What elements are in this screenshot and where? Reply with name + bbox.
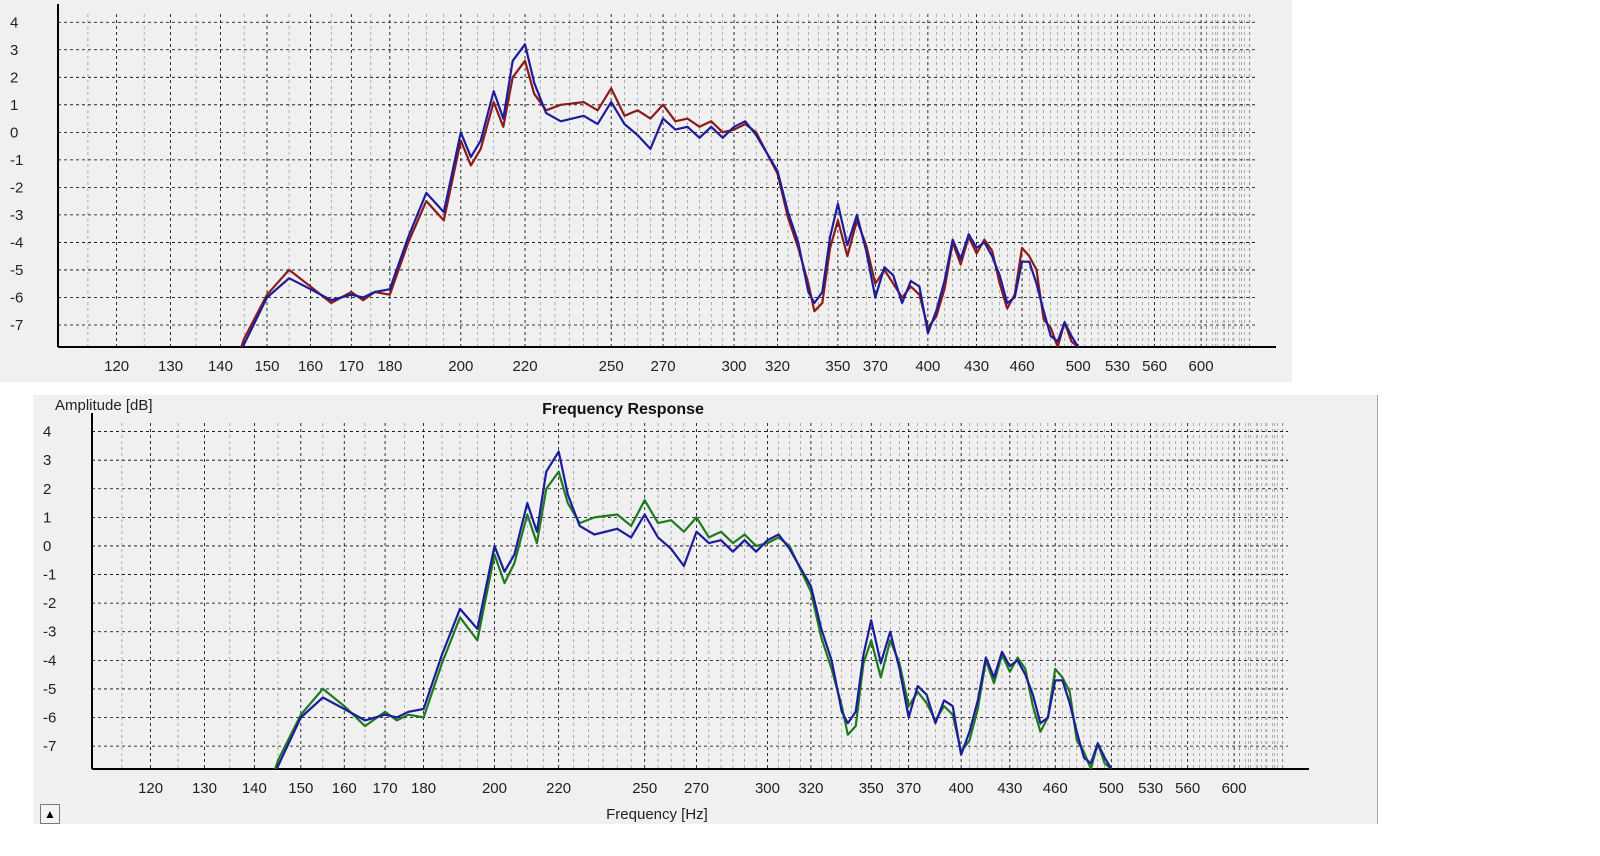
x-tick-label: 270 xyxy=(684,780,709,797)
y-tick-label: -4 xyxy=(43,652,56,669)
x-tick-label: 180 xyxy=(411,780,436,797)
x-tick-label: 270 xyxy=(651,358,676,375)
x-tick-label: 500 xyxy=(1099,780,1124,797)
y-tick-label: 2 xyxy=(10,69,18,86)
x-tick-label: 200 xyxy=(448,358,473,375)
x-tick-label: 460 xyxy=(1010,358,1035,375)
y-tick-label: -2 xyxy=(10,179,23,196)
x-tick-label: 400 xyxy=(949,780,974,797)
y-tick-label: -5 xyxy=(10,262,23,279)
y-tick-label: -7 xyxy=(43,738,56,755)
x-tick-label: 500 xyxy=(1066,358,1091,375)
scroll-up-button[interactable]: ▲ xyxy=(40,804,60,824)
y-tick-label: 3 xyxy=(43,452,51,469)
y-tick-label: 3 xyxy=(10,42,18,59)
x-tick-label: 250 xyxy=(599,358,624,375)
x-tick-label: 170 xyxy=(339,358,364,375)
x-tick-label: 150 xyxy=(288,780,313,797)
y-tick-label: -3 xyxy=(43,624,56,641)
chart-panel-bottom: 120 130 140 150 160 170 180 200 220 250 270 300 320 3… xyxy=(33,395,1378,824)
x-tick-label: 400 xyxy=(915,358,940,375)
chart-top: 120 130 140 150 160 170 180 200 220 250 270 300 320 3… xyxy=(10,4,1276,375)
grid xyxy=(92,423,1288,769)
y-tick-label: -4 xyxy=(10,234,23,251)
x-tick-label: 430 xyxy=(997,780,1022,797)
x-tick-label: 370 xyxy=(863,358,888,375)
x-tick-label: 220 xyxy=(513,358,538,375)
y-tick-label: 2 xyxy=(43,481,51,498)
chart-bottom: 120 130 140 150 160 170 180 200 220 250 270 300 320 3… xyxy=(43,397,1309,823)
y-tick-label: -5 xyxy=(43,681,56,698)
chart-title: Frequency Response xyxy=(542,401,704,418)
x-tick-label: 150 xyxy=(254,358,279,375)
x-tick-label: 120 xyxy=(138,780,163,797)
x-tick-label: 180 xyxy=(377,358,402,375)
y-tick-label: 4 xyxy=(10,14,18,31)
x-tick-label: 350 xyxy=(859,780,884,797)
x-tick-label: 170 xyxy=(373,780,398,797)
x-tick-label: 130 xyxy=(158,358,183,375)
x-tick-label: 560 xyxy=(1175,780,1200,797)
x-tick-label: 320 xyxy=(798,780,823,797)
chart-panel-top: 120 130 140 150 160 170 180 200 220 250 270 300 320 3… xyxy=(0,0,1292,382)
y-tick-label: -6 xyxy=(10,289,23,306)
y-tick-label: -1 xyxy=(43,567,56,584)
x-tick-label: 300 xyxy=(755,780,780,797)
x-tick-label: 300 xyxy=(722,358,747,375)
x-tick-label: 140 xyxy=(242,780,267,797)
y-tick-label: -1 xyxy=(10,152,23,169)
y-tick-label: 1 xyxy=(10,97,18,114)
x-tick-label: 120 xyxy=(104,358,129,375)
y-tick-label: 4 xyxy=(43,424,51,441)
grid xyxy=(58,14,1255,347)
x-axis-label: Frequency [Hz] xyxy=(606,806,708,823)
y-tick-label: -7 xyxy=(10,317,23,334)
series-line-1 xyxy=(274,470,1113,769)
y-tick-label: -2 xyxy=(43,595,56,612)
y-axis-label: Amplitude [dB] xyxy=(55,397,153,414)
x-tick-label: 160 xyxy=(332,780,357,797)
y-tick-label: -3 xyxy=(10,207,23,224)
x-tick-label: 160 xyxy=(298,358,323,375)
x-tick-label: 200 xyxy=(482,780,507,797)
y-tick-label: 0 xyxy=(10,124,18,141)
x-tick-label: 130 xyxy=(192,780,217,797)
x-tick-label: 250 xyxy=(632,780,657,797)
x-tick-label: 460 xyxy=(1043,780,1068,797)
x-tick-label: 350 xyxy=(825,358,850,375)
series-line-2 xyxy=(241,43,1080,347)
x-tick-label: 430 xyxy=(964,358,989,375)
x-tick-label: 140 xyxy=(208,358,233,375)
x-tick-label: 530 xyxy=(1138,780,1163,797)
x-tick-label: 600 xyxy=(1222,780,1247,797)
y-tick-label: 0 xyxy=(43,538,51,555)
x-tick-label: 600 xyxy=(1189,358,1214,375)
x-tick-label: 220 xyxy=(546,780,571,797)
x-tick-label: 370 xyxy=(896,780,921,797)
series-line-1 xyxy=(240,59,1079,347)
series-line-2 xyxy=(275,450,1113,769)
y-tick-label: -6 xyxy=(43,710,56,727)
y-tick-label: 1 xyxy=(43,509,51,526)
x-tick-label: 320 xyxy=(765,358,790,375)
x-tick-label: 530 xyxy=(1105,358,1130,375)
x-tick-label: 560 xyxy=(1142,358,1167,375)
